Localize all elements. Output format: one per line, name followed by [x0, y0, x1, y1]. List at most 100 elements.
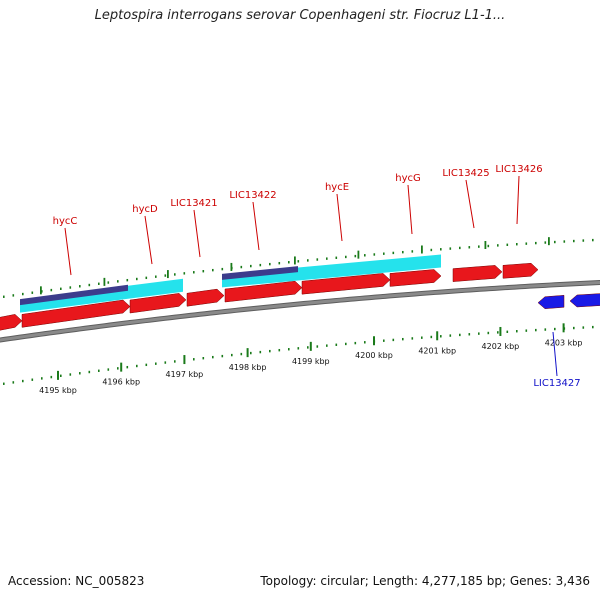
minor-tick — [278, 261, 281, 265]
minor-tick — [79, 285, 81, 288]
kbp-tick-label: 4201 kbp — [418, 346, 456, 355]
cyan-feature-block — [20, 278, 183, 313]
minor-tick — [22, 292, 24, 296]
kbp-tick-label: 4197 kbp — [166, 370, 204, 379]
gene-label: LIC13426 — [495, 164, 542, 175]
minor-tick — [535, 241, 537, 245]
minor-tick — [136, 277, 138, 281]
minor-tick — [497, 244, 499, 247]
kbp-tick-label: 4198 kbp — [229, 363, 267, 372]
minor-tick — [155, 275, 157, 278]
minor-tick — [193, 358, 195, 361]
kbp-major-tick — [183, 355, 186, 365]
feature-track — [0, 254, 600, 331]
minor-tick — [544, 241, 547, 244]
minor-tick — [364, 341, 366, 344]
minor-tick — [155, 362, 157, 365]
minor-tick — [174, 360, 176, 363]
minor-tick — [259, 263, 262, 267]
gene-leader-line — [193, 209, 201, 258]
minor-tick — [164, 274, 167, 277]
minor-tick — [326, 344, 328, 347]
minor-tick — [430, 335, 433, 339]
kbp-major-tick — [309, 341, 312, 351]
kbp-major-tick — [246, 348, 249, 358]
minor-tick — [345, 255, 347, 259]
minor-tick — [41, 377, 43, 380]
minor-tick — [506, 243, 509, 246]
minor-tick — [449, 247, 452, 250]
minor-tick — [354, 341, 357, 345]
minor-tick — [345, 342, 347, 346]
minor-tick — [202, 270, 205, 273]
minor-tick — [79, 372, 81, 375]
gene-leader-line — [336, 193, 343, 242]
forward-gene-arrow — [224, 280, 303, 303]
major-tick — [421, 245, 423, 254]
minor-tick — [525, 242, 528, 245]
minor-tick — [516, 243, 518, 246]
gene-label: LIC13425 — [442, 168, 489, 179]
minor-tick — [69, 286, 72, 289]
gene-leader-line — [252, 201, 260, 251]
minor-tick — [269, 262, 271, 266]
minor-tick — [288, 261, 290, 264]
minor-tick — [22, 379, 24, 383]
minor-tick — [145, 363, 148, 367]
minor-tick — [326, 257, 328, 260]
minor-tick — [164, 361, 167, 364]
minor-tick — [250, 264, 252, 268]
upper-tick-track — [3, 237, 594, 298]
gene-label: LIC13427 — [533, 378, 580, 389]
minor-tick — [240, 352, 243, 356]
kbp-tick-label: 4195 kbp — [39, 386, 77, 395]
minor-tick — [297, 260, 300, 263]
minor-tick — [573, 239, 575, 243]
genome-summary-label: Topology: circular; Length: 4,277,185 bp… — [260, 574, 590, 588]
gene-leader-line — [64, 227, 72, 276]
minor-tick — [231, 353, 233, 357]
minor-tick — [259, 350, 262, 354]
gene-label-layer: 4195 kbp 4196 kbp 4197 kbp 4198 kbp 4199 kbp… — [39, 164, 582, 395]
gene-leader-line — [407, 184, 413, 235]
accession-label: Accession: NC_005823 — [8, 574, 145, 588]
reverse-gene-arrow — [569, 293, 600, 308]
minor-tick — [335, 343, 338, 346]
forward-gene-arrow — [0, 314, 23, 331]
minor-tick — [516, 330, 518, 333]
minor-tick — [117, 367, 119, 370]
kbp-major-tick — [373, 336, 375, 346]
minor-tick — [316, 345, 319, 348]
minor-tick — [107, 368, 110, 371]
minor-tick — [69, 373, 72, 376]
kbp-major-tick — [57, 370, 59, 380]
minor-tick — [392, 338, 395, 342]
minor-tick — [421, 336, 423, 339]
minor-tick — [307, 346, 309, 349]
minor-tick — [440, 248, 442, 251]
navy-feature-block — [20, 284, 128, 306]
minor-tick — [107, 281, 110, 284]
minor-tick — [468, 246, 471, 249]
minor-tick — [250, 351, 252, 355]
gene-label: hycE — [325, 182, 349, 193]
minor-tick — [554, 327, 556, 331]
minor-tick — [126, 365, 129, 369]
chromosome-backbone — [0, 281, 600, 342]
minor-tick — [582, 239, 585, 242]
gene-label: LIC13421 — [170, 198, 217, 209]
minor-tick — [136, 364, 138, 368]
minor-tick — [497, 331, 499, 334]
minor-tick — [392, 251, 395, 255]
minor-tick — [202, 357, 205, 360]
kbp-tick-label: 4203 kbp — [545, 338, 583, 347]
forward-gene-arrow — [502, 262, 539, 279]
minor-tick — [573, 326, 575, 330]
kbp-tick-label: 4199 kbp — [292, 357, 330, 366]
kbp-tick-label: 4196 kbp — [102, 378, 140, 387]
kbp-major-tick — [120, 362, 123, 372]
forward-gene-arrow — [452, 265, 503, 282]
minor-tick — [364, 254, 366, 257]
major-tick — [230, 262, 233, 271]
